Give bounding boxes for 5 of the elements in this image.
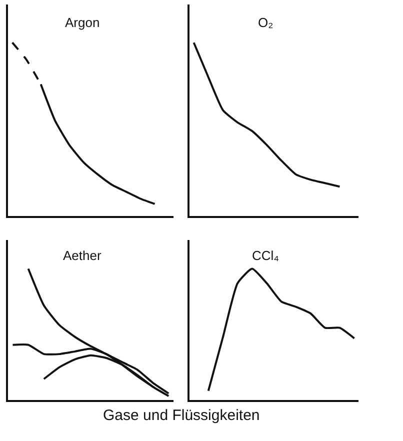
text: Gase und Flüssigkeiten	[103, 407, 260, 424]
chart-title: Aether	[63, 248, 102, 263]
chart-title: Argon	[65, 15, 100, 30]
chart-title: O₂	[258, 15, 274, 30]
chart-title: CCl₄	[252, 248, 279, 263]
